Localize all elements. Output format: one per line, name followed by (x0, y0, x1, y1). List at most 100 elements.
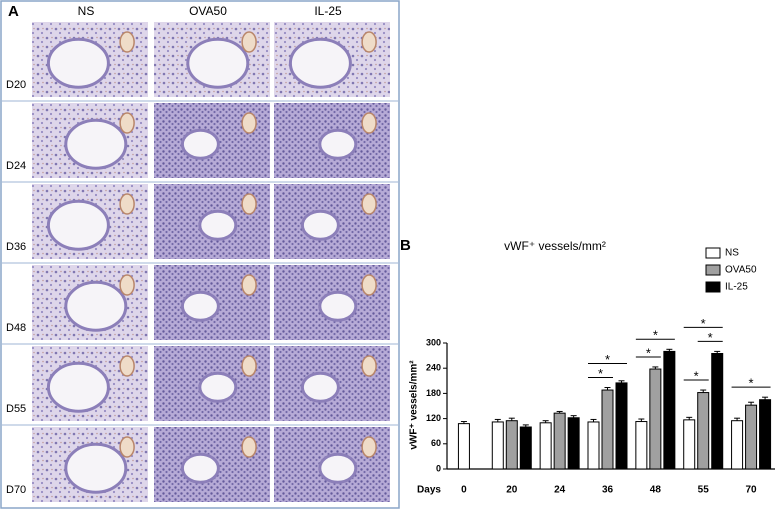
vessel (119, 112, 135, 134)
airway-lumen (198, 209, 238, 241)
airway-lumen (318, 128, 358, 160)
panel-label: A (8, 3, 19, 20)
airway-lumen (198, 371, 238, 403)
vessel (361, 274, 377, 296)
x-tick-label: 70 (746, 485, 758, 496)
vessel (241, 274, 257, 296)
row-label: D70 (6, 484, 26, 496)
airway-lumen (318, 290, 358, 322)
bar (697, 392, 710, 470)
bar (457, 423, 470, 470)
y-tick-label: 120 (426, 413, 441, 423)
airway-lumen (46, 37, 110, 89)
column-label: IL-25 (314, 4, 342, 18)
legend-label: NS (725, 248, 739, 259)
airway-lumen (186, 37, 250, 89)
vessel (361, 436, 377, 458)
y-tick-label: 240 (426, 363, 441, 373)
row-label: D55 (6, 403, 26, 415)
panel-label: B (400, 237, 411, 254)
bar (615, 382, 628, 470)
bar (711, 353, 724, 470)
bar (663, 350, 676, 470)
y-tick-label: 60 (431, 438, 441, 448)
airway-lumen (46, 199, 110, 251)
legend-swatch (705, 247, 721, 259)
vessel (119, 274, 135, 296)
bar (635, 421, 648, 470)
vessel (241, 193, 257, 215)
bar (683, 419, 696, 470)
legend-swatch (705, 281, 721, 293)
airway-lumen (64, 280, 128, 332)
significance-star: * (694, 368, 699, 383)
vessel (241, 436, 257, 458)
vessel (119, 31, 135, 53)
bar (587, 421, 600, 470)
bar (759, 399, 772, 470)
legend-label: OVA50 (725, 265, 757, 276)
vessel (361, 31, 377, 53)
significance-star: * (646, 345, 651, 360)
significance-star: * (701, 316, 706, 331)
vessel (119, 436, 135, 458)
airway-lumen (300, 209, 340, 241)
x-tick-label: 36 (602, 485, 614, 496)
bar (505, 420, 518, 470)
significance-star: * (598, 366, 603, 381)
bar (519, 426, 532, 470)
airway-lumen (64, 442, 128, 494)
y-tick-label: 0 (436, 463, 441, 473)
bar (745, 404, 758, 470)
vessel (119, 355, 135, 377)
bar (553, 412, 566, 470)
airway-lumen (300, 371, 340, 403)
bar (567, 417, 580, 470)
row-label: D24 (6, 160, 26, 172)
column-label: OVA50 (189, 4, 227, 18)
x-tick-label: 55 (698, 485, 710, 496)
y-tick-label: 300 (426, 337, 441, 347)
airway-lumen (46, 361, 110, 413)
airway-lumen (64, 118, 128, 170)
legend-label: IL-25 (725, 282, 748, 293)
vessel (361, 112, 377, 134)
x-tick-label: 20 (506, 485, 518, 496)
x-tick-label: 24 (554, 485, 566, 496)
row-label: D20 (6, 79, 26, 91)
bar (731, 420, 744, 470)
x-tick-label: 48 (650, 485, 662, 496)
vessel (241, 112, 257, 134)
y-axis-label: vWF⁺ vessels/mm² (409, 360, 420, 450)
vessel (241, 31, 257, 53)
significance-star: * (605, 352, 610, 367)
airway-lumen (318, 452, 358, 484)
bar (649, 368, 662, 470)
airway-lumen (180, 128, 220, 160)
bar (491, 421, 504, 470)
significance-star: * (749, 376, 754, 391)
significance-star: * (653, 328, 658, 343)
vessel (361, 355, 377, 377)
airway-lumen (180, 452, 220, 484)
column-label: NS (78, 4, 95, 18)
vessel (361, 193, 377, 215)
x-axis-label: Days (417, 485, 441, 496)
x-tick-label: 0 (461, 485, 467, 496)
chart-title: vWF⁺ vessels/mm² (504, 239, 606, 253)
bar (539, 422, 552, 470)
airway-lumen (288, 37, 352, 89)
airway-lumen (180, 290, 220, 322)
row-label: D48 (6, 322, 26, 334)
vessel (119, 193, 135, 215)
vessel (241, 355, 257, 377)
legend-swatch (705, 264, 721, 276)
panel-a: A NS OVA50 IL-25 D20 D24 D36 D48 D55 D70 (2, 3, 398, 502)
bar (601, 389, 614, 470)
significance-star: * (708, 330, 713, 345)
row-label: D36 (6, 241, 26, 253)
y-tick-label: 180 (426, 388, 441, 398)
